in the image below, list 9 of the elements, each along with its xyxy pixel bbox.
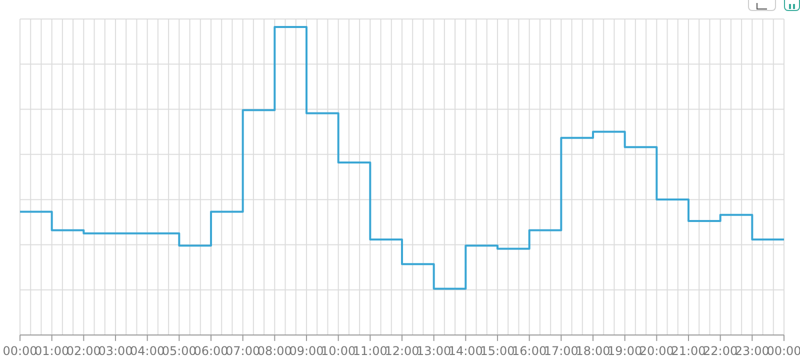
x-tick-label: 05:00 (162, 344, 196, 358)
x-tick-label: 09:00 (289, 344, 324, 358)
x-tick-label: 12:00 (384, 344, 420, 358)
x-tick-label: 15:00 (480, 344, 515, 358)
x-tick-label: 21:00 (671, 344, 706, 358)
x-tick-label: 02:00 (66, 344, 101, 358)
x-tick-label: 18:00 (576, 344, 610, 358)
x-tick-label: 08:00 (257, 344, 292, 358)
x-tick-label: 00:00 (2, 344, 38, 358)
